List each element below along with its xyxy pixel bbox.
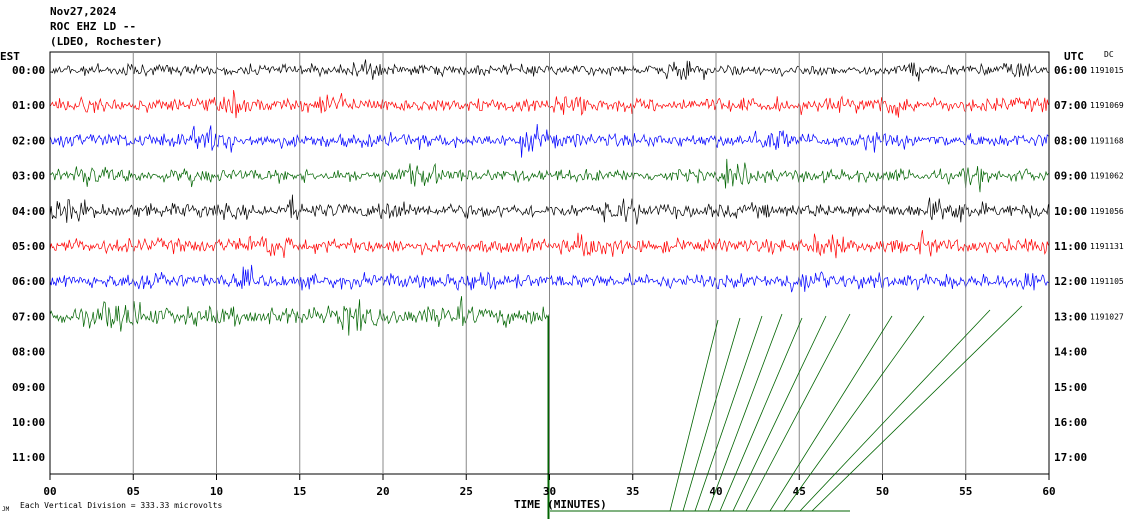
est-hour-label: 04:00 — [12, 205, 45, 218]
dc-offset: 1191069 — [1090, 101, 1124, 110]
header-station: ROC EHZ LD -- — [50, 20, 137, 33]
connector-line — [783, 315, 925, 512]
x-tick-label: 25 — [460, 485, 473, 498]
utc-hour-label: 06:00 — [1054, 64, 1087, 77]
scale-note: Each Vertical Division = 333.33 microvol… — [20, 501, 222, 510]
dc-offset: 1191062 — [1090, 172, 1124, 181]
right-hour-labels: 06:00 07:00 08:00 09:00 10:00 11:00 12:00 13:00… — [1054, 64, 1087, 464]
x-tick-label: 05 — [127, 485, 140, 498]
est-hour-label: 06:00 — [12, 275, 45, 288]
utc-hour-label: 11:00 — [1054, 240, 1087, 253]
est-hour-label: 09:00 — [12, 381, 45, 394]
dc-offset: 1191105 — [1090, 277, 1124, 286]
utc-hour-label: 13:00 — [1054, 310, 1087, 323]
utc-hour-label: 14:00 — [1054, 346, 1087, 359]
est-hour-label: 10:00 — [12, 416, 45, 429]
utc-axis-title: UTC — [1064, 50, 1084, 63]
dc-offset: 1191027 — [1090, 312, 1124, 321]
x-tick-label: 50 — [876, 485, 889, 498]
connector-line — [745, 313, 851, 512]
utc-hour-label: 10:00 — [1054, 205, 1087, 218]
dc-offset: 1191056 — [1090, 207, 1124, 216]
x-tick-label: 30 — [543, 485, 556, 498]
connector-line — [694, 315, 763, 512]
utc-hour-label: 16:00 — [1054, 416, 1087, 429]
x-tick-label: 35 — [626, 485, 639, 498]
dc-label: DC — [1104, 50, 1114, 59]
est-hour-label: 11:00 — [12, 451, 45, 464]
x-tick-label: 15 — [293, 485, 306, 498]
x-axis-title: TIME (MINUTES) — [514, 498, 607, 511]
est-hour-label: 07:00 — [12, 310, 45, 323]
connector-line — [719, 317, 803, 512]
connector-line — [669, 319, 719, 512]
x-tick-label: 20 — [376, 485, 389, 498]
est-hour-label: 01:00 — [12, 99, 45, 112]
est-axis-title: EST — [0, 50, 20, 63]
est-hour-label: 00:00 — [12, 64, 45, 77]
est-hour-label: 05:00 — [12, 240, 45, 253]
left-hour-labels: 00:00 01:00 02:00 03:00 04:00 05:00 06:00 07:00… — [12, 64, 45, 464]
dc-offset: 1191168 — [1090, 136, 1124, 145]
x-tick-label: 55 — [959, 485, 972, 498]
est-hour-label: 08:00 — [12, 346, 45, 359]
grid-lines — [132, 52, 967, 474]
connector-line — [732, 315, 827, 512]
end-trace-lines — [550, 305, 1023, 512]
dc-offset: 1191131 — [1090, 242, 1124, 251]
corner-mark: JM — [2, 506, 10, 513]
dc-offset: 1191015 — [1090, 66, 1124, 75]
utc-hour-label: 15:00 — [1054, 381, 1087, 394]
connector-line — [799, 309, 991, 512]
est-hour-label: 02:00 — [12, 134, 45, 147]
utc-hour-label: 17:00 — [1054, 451, 1087, 464]
utc-hour-label: 09:00 — [1054, 170, 1087, 183]
x-tick-label: 60 — [1042, 485, 1055, 498]
connector-line — [707, 313, 783, 512]
header-date: Nov27,2024 — [50, 5, 117, 18]
utc-hour-label: 08:00 — [1054, 134, 1087, 147]
utc-hour-label: 07:00 — [1054, 99, 1087, 112]
connector-line — [811, 305, 1023, 512]
x-tick-label: 40 — [709, 485, 722, 498]
x-axis-ticks: 00 05 10 15 20 25 30 35 40 45 50 55 60 — [43, 474, 1056, 498]
connector-line — [682, 317, 741, 512]
est-hour-label: 03:00 — [12, 170, 45, 183]
x-tick-label: 10 — [210, 485, 223, 498]
utc-hour-label: 12:00 — [1054, 275, 1087, 288]
connector-line — [769, 315, 893, 512]
x-tick-label: 00 — [43, 485, 56, 498]
header-network: (LDEO, Rochester) — [50, 35, 163, 48]
dc-offset-labels: 1191015 1191069 1191168 1191062 1191056 11911… — [1090, 66, 1124, 321]
